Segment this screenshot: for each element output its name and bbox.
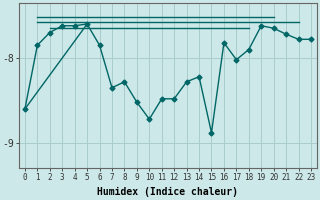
X-axis label: Humidex (Indice chaleur): Humidex (Indice chaleur): [98, 187, 238, 197]
